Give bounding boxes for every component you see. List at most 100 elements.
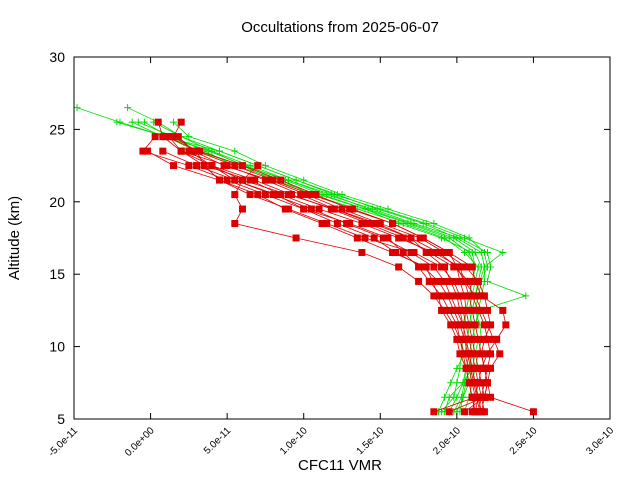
data-point bbox=[287, 191, 295, 199]
data-point bbox=[300, 205, 308, 213]
data-point bbox=[487, 321, 495, 329]
series-10 bbox=[139, 133, 479, 416]
data-point bbox=[389, 220, 397, 228]
y-tick-label: 15 bbox=[49, 266, 65, 282]
data-point bbox=[323, 220, 331, 228]
data-point bbox=[456, 292, 464, 300]
data-point bbox=[456, 350, 464, 358]
data-point bbox=[379, 234, 387, 242]
data-point bbox=[496, 350, 504, 358]
data-point bbox=[428, 277, 436, 285]
data-point bbox=[246, 191, 254, 199]
data-point bbox=[231, 147, 239, 155]
data-point bbox=[493, 335, 501, 343]
data-point bbox=[220, 162, 228, 170]
data-point bbox=[471, 408, 479, 416]
data-point bbox=[159, 147, 167, 155]
data-point bbox=[303, 191, 311, 199]
data-point bbox=[438, 234, 446, 242]
data-point bbox=[445, 393, 453, 401]
data-point bbox=[445, 306, 453, 314]
data-point bbox=[170, 118, 178, 126]
data-point bbox=[272, 191, 280, 199]
data-point bbox=[468, 306, 476, 314]
data-point bbox=[266, 176, 274, 184]
data-point bbox=[459, 306, 467, 314]
data-point bbox=[343, 220, 351, 228]
data-point bbox=[468, 248, 476, 256]
data-point bbox=[144, 147, 152, 155]
series-11 bbox=[165, 133, 537, 416]
data-point bbox=[151, 133, 159, 141]
data-point bbox=[407, 248, 415, 256]
data-point bbox=[139, 147, 147, 155]
data-point bbox=[277, 191, 285, 199]
data-point bbox=[480, 364, 488, 372]
data-point bbox=[251, 176, 259, 184]
data-point bbox=[456, 321, 464, 329]
data-point bbox=[462, 364, 470, 372]
data-point bbox=[450, 277, 458, 285]
data-point bbox=[430, 292, 438, 300]
data-point bbox=[422, 263, 430, 271]
chart-title: Occultations from 2025-06-07 bbox=[241, 19, 439, 36]
data-point bbox=[461, 408, 469, 416]
data-point bbox=[483, 379, 491, 387]
data-point bbox=[461, 248, 469, 256]
x-tick-label: 5.0e-11 bbox=[202, 425, 234, 457]
data-point bbox=[477, 350, 485, 358]
data-point bbox=[318, 220, 326, 228]
y-tick-label: 25 bbox=[49, 121, 65, 137]
data-point bbox=[170, 133, 178, 141]
y-tick-label: 20 bbox=[49, 194, 65, 210]
data-point bbox=[215, 176, 223, 184]
data-point bbox=[307, 191, 315, 199]
data-point bbox=[430, 263, 438, 271]
data-point bbox=[174, 133, 182, 141]
data-point bbox=[459, 393, 467, 401]
data-point bbox=[471, 292, 479, 300]
data-point bbox=[254, 162, 262, 170]
data-point bbox=[468, 263, 476, 271]
data-point bbox=[453, 379, 461, 387]
data-point bbox=[261, 176, 269, 184]
data-point bbox=[358, 220, 366, 228]
data-point bbox=[450, 306, 458, 314]
data-point bbox=[154, 118, 162, 126]
data-point bbox=[358, 248, 366, 256]
y-tick-label: 5 bbox=[57, 411, 65, 427]
data-point bbox=[370, 234, 378, 242]
data-point bbox=[261, 162, 269, 170]
data-point bbox=[384, 205, 392, 213]
data-point bbox=[447, 321, 455, 329]
data-point bbox=[208, 162, 216, 170]
data-point bbox=[140, 118, 148, 126]
data-point bbox=[474, 335, 482, 343]
data-point bbox=[395, 234, 403, 242]
x-axis-label: CFC11 VMR bbox=[298, 457, 382, 474]
data-point bbox=[468, 393, 476, 401]
data-point bbox=[231, 220, 239, 228]
y-axis-label: Altitude (km) bbox=[6, 196, 23, 280]
data-point bbox=[238, 162, 246, 170]
plot-frame bbox=[73, 56, 611, 420]
data-point bbox=[407, 220, 415, 228]
data-point bbox=[361, 205, 369, 213]
data-point bbox=[415, 277, 423, 285]
data-point bbox=[246, 176, 254, 184]
data-point bbox=[399, 248, 407, 256]
data-point bbox=[461, 350, 469, 358]
data-point bbox=[330, 205, 338, 213]
x-tick-label: 1.0e-10 bbox=[278, 425, 310, 457]
data-point bbox=[189, 147, 197, 155]
data-point bbox=[395, 263, 403, 271]
data-point bbox=[261, 191, 269, 199]
data-point bbox=[477, 306, 485, 314]
data-point bbox=[292, 234, 300, 242]
data-point bbox=[281, 205, 289, 213]
data-point bbox=[185, 147, 193, 155]
x-tick-label: 2.0e-10 bbox=[431, 425, 463, 457]
data-point bbox=[389, 248, 397, 256]
data-point bbox=[477, 408, 485, 416]
data-point bbox=[461, 335, 469, 343]
